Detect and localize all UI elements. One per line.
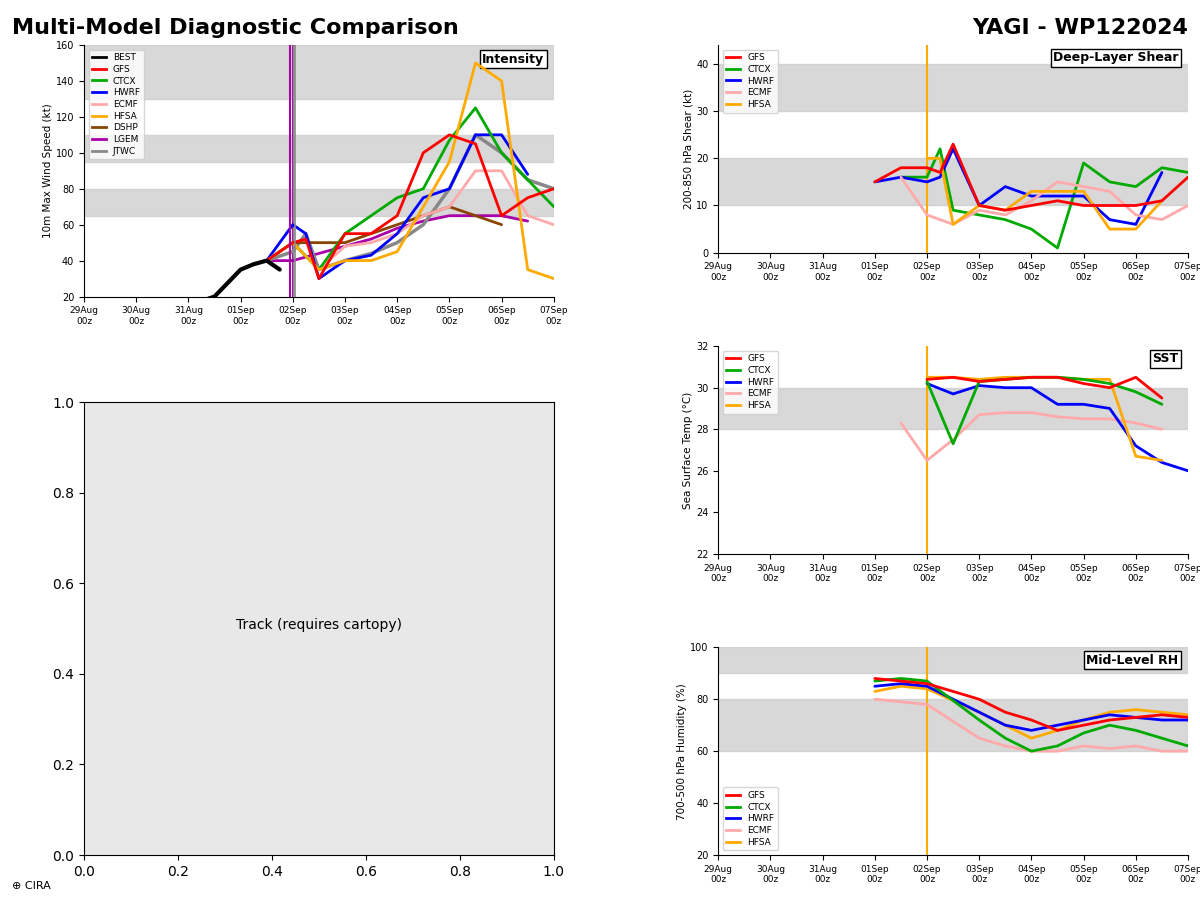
Text: Intensity: Intensity (482, 52, 545, 66)
Bar (84, 189, 553, 216)
Text: YAGI - WP122024: YAGI - WP122024 (972, 18, 1188, 38)
Bar (719, 158, 1188, 205)
Text: Mid-Level RH: Mid-Level RH (1086, 653, 1178, 667)
Bar (84, 135, 553, 162)
Text: SST: SST (1152, 353, 1178, 365)
Bar (719, 388, 1188, 429)
Text: Deep-Layer Shear: Deep-Layer Shear (1054, 51, 1178, 64)
Y-axis label: Sea Surface Temp (°C): Sea Surface Temp (°C) (683, 392, 694, 508)
Y-axis label: 10m Max Wind Speed (kt): 10m Max Wind Speed (kt) (43, 104, 53, 239)
Text: Multi-Model Diagnostic Comparison: Multi-Model Diagnostic Comparison (12, 18, 458, 38)
Y-axis label: 200-850 hPa Shear (kt): 200-850 hPa Shear (kt) (683, 89, 694, 209)
Legend: GFS, CTCX, HWRF, ECMF, HFSA: GFS, CTCX, HWRF, ECMF, HFSA (722, 788, 778, 850)
Bar (719, 647, 1188, 673)
Text: Track (requires cartopy): Track (requires cartopy) (236, 617, 402, 632)
Bar (84, 45, 553, 99)
Text: ⊕ CIRA: ⊕ CIRA (12, 881, 50, 891)
Legend: GFS, CTCX, HWRF, ECMF, HFSA: GFS, CTCX, HWRF, ECMF, HFSA (722, 351, 778, 414)
Bar (719, 699, 1188, 752)
Y-axis label: 700-500 hPa Humidity (%): 700-500 hPa Humidity (%) (677, 683, 688, 820)
Legend: BEST, GFS, CTCX, HWRF, ECMF, HFSA, DSHP, LGEM, JTWC: BEST, GFS, CTCX, HWRF, ECMF, HFSA, DSHP,… (89, 50, 144, 159)
Legend: GFS, CTCX, HWRF, ECMF, HFSA: GFS, CTCX, HWRF, ECMF, HFSA (722, 50, 778, 112)
Bar (719, 64, 1188, 111)
